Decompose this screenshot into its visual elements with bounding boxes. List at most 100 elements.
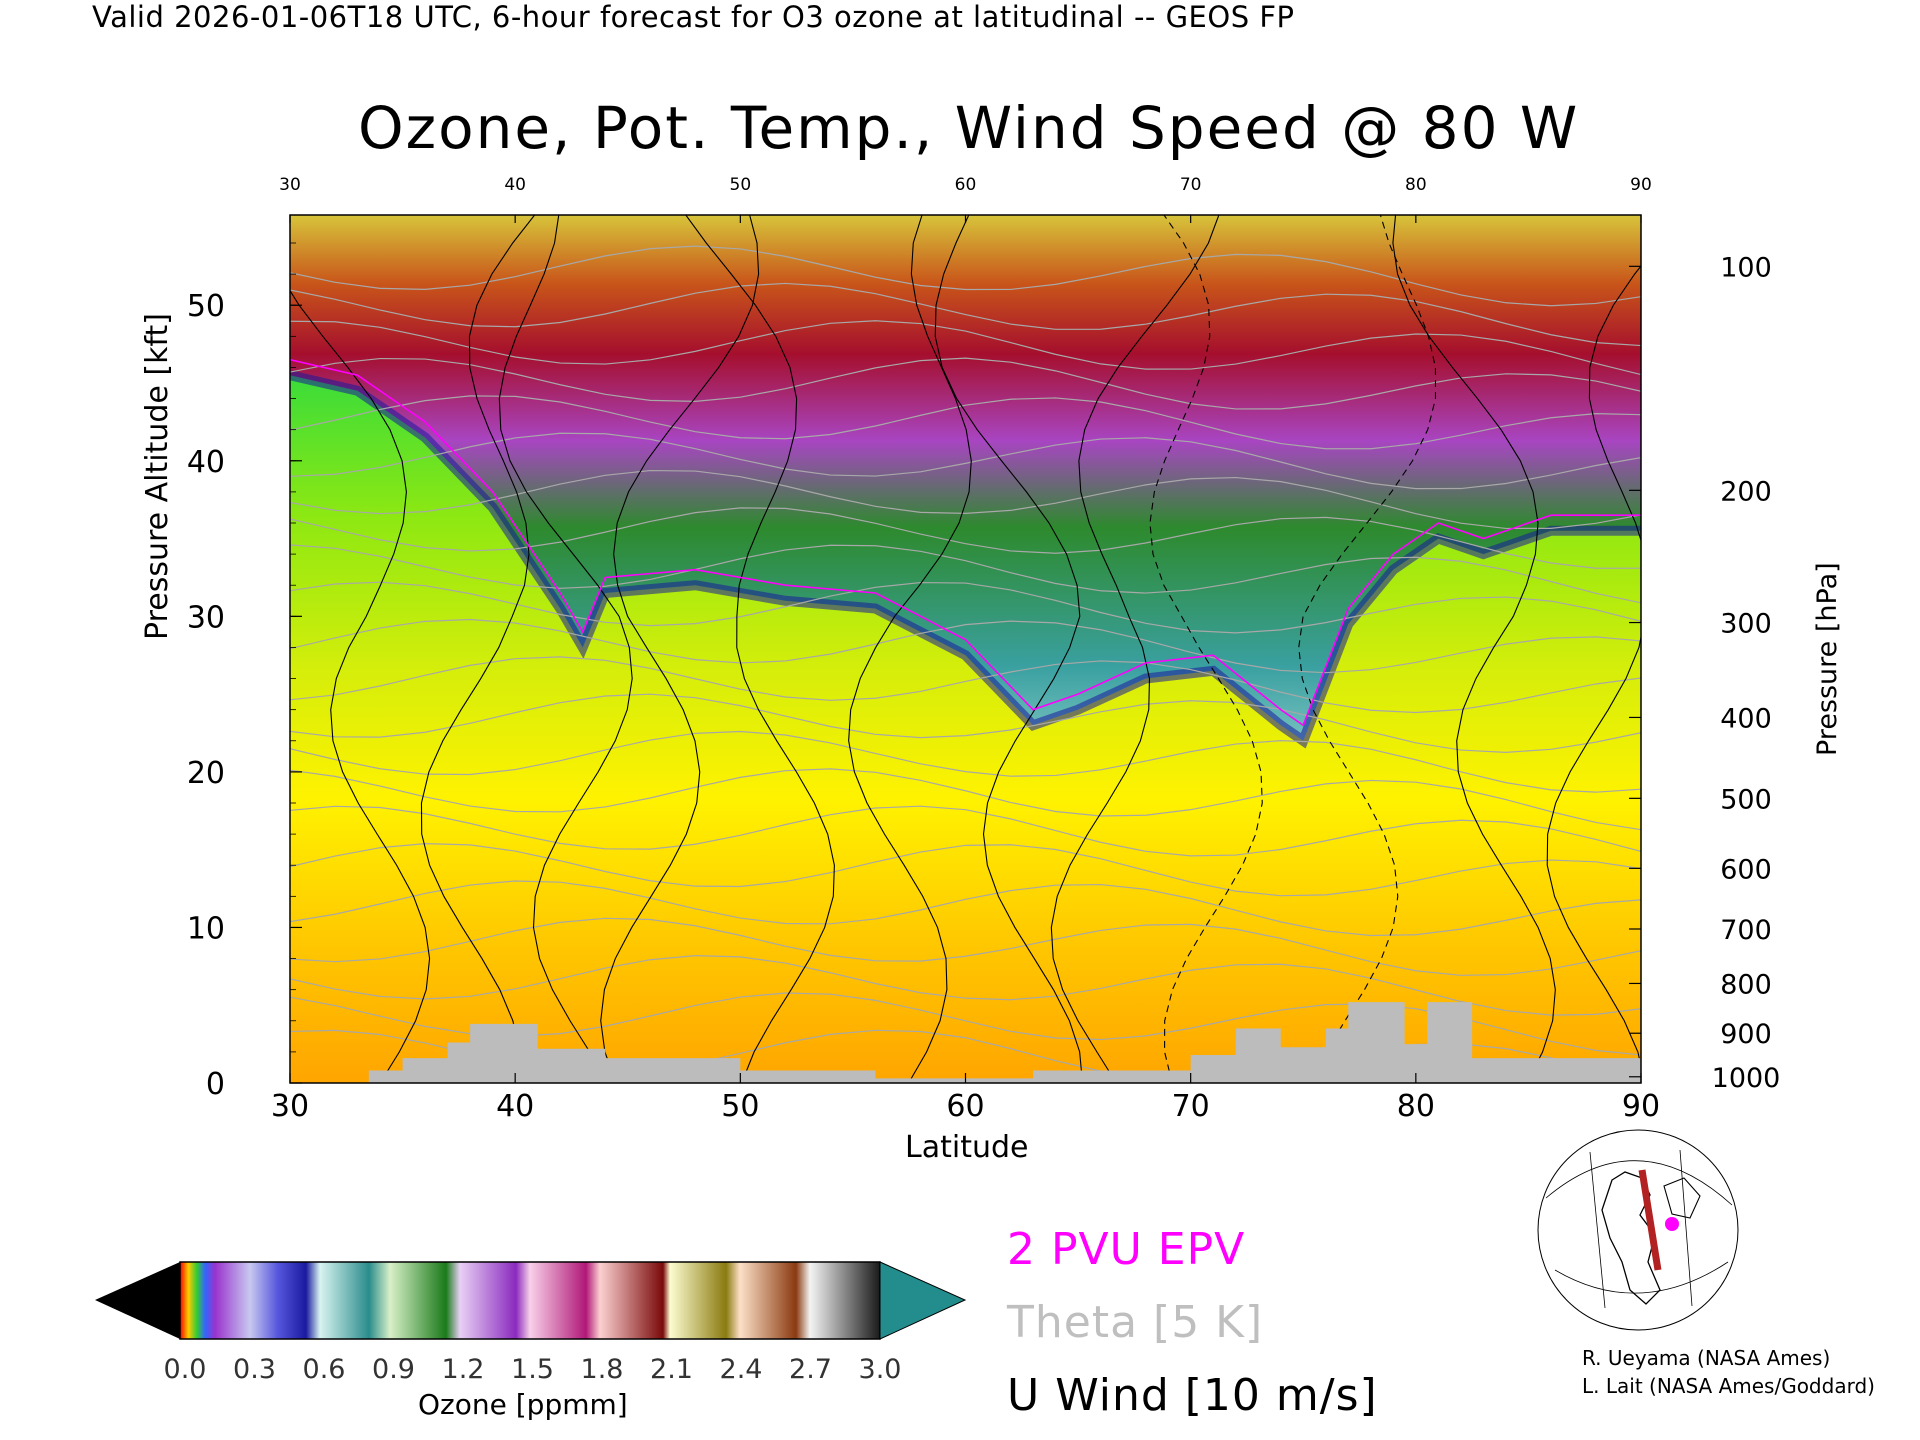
x-tick-label: 60 — [946, 1089, 984, 1124]
colorbar-label: Ozone [ppmm] — [418, 1388, 628, 1421]
x-tick-label: 70 — [1172, 1089, 1210, 1124]
pressure-tick-label: 200 — [1720, 476, 1772, 507]
wind-contour — [420, 215, 536, 1083]
theta-contour — [290, 730, 1641, 793]
x-tick-label: 40 — [496, 1089, 534, 1124]
colorbar-max-arrow — [879, 1261, 967, 1340]
theta-contour — [290, 618, 1641, 674]
pressure-tick-label: 400 — [1720, 703, 1772, 734]
x-top-tick-label: 60 — [955, 175, 977, 195]
credit-line-1: R. Ueyama (NASA Ames) — [1582, 1346, 1831, 1370]
pressure-tick-label: 500 — [1720, 784, 1772, 815]
pressure-tick-label: 900 — [1720, 1019, 1772, 1050]
wind-contour — [600, 215, 760, 1083]
wind-contour — [1050, 215, 1220, 1083]
colorbar-tick-label: 0.9 — [372, 1354, 415, 1385]
wind-contour — [1392, 215, 1556, 1083]
theta-contour — [290, 395, 1641, 450]
pressure-axis-label: Pressure [hPa] — [1812, 562, 1843, 756]
wind-contour — [1546, 265, 1641, 1069]
axes — [289, 215, 1642, 1084]
y-tick-label: 10 — [187, 911, 225, 946]
theta-contour — [290, 320, 1641, 376]
wind-contour — [1298, 215, 1437, 1083]
theta-contour — [290, 768, 1641, 831]
wind-contour — [290, 289, 431, 1083]
x-top-tick-label: 50 — [730, 175, 752, 195]
theta-contour — [290, 581, 1641, 634]
theta-contour — [290, 656, 1641, 714]
colorbar-tick-label: 2.1 — [650, 1354, 693, 1385]
x-tick-label: 80 — [1397, 1089, 1435, 1124]
y-tick-label: 0 — [206, 1067, 225, 1102]
theta-contour — [290, 693, 1641, 753]
epv-2pvu-line — [290, 358, 1641, 727]
theta-contour — [290, 843, 1641, 897]
legend-epv: 2 PVU EPV — [1007, 1224, 1246, 1275]
valid-time-header: Valid 2026-01-06T18 UTC, 6-hour forecast… — [92, 0, 1295, 34]
wind-contours — [290, 215, 1641, 1083]
theta-contour — [290, 805, 1641, 857]
colorbar-tick-label: 0.0 — [164, 1354, 207, 1385]
theta-contour — [290, 880, 1641, 937]
colorbar-ticks: 0.0 0.3 0.6 0.9 1.2 1.5 1.8 2.1 2.4 2.7 3.0 — [164, 1354, 902, 1385]
pressure-tick-label: 700 — [1720, 915, 1772, 946]
wind-contour — [848, 215, 972, 1083]
chart-title: Ozone, Pot. Temp., Wind Speed @ 80 W — [358, 94, 1580, 162]
legend-theta: Theta [5 K] — [1007, 1297, 1264, 1348]
theta-contour — [290, 507, 1641, 569]
theta-contour — [290, 282, 1641, 347]
pressure-tick-label: 1000 — [1712, 1063, 1781, 1094]
x-tick-label: 50 — [721, 1089, 759, 1124]
x-top-tick-label: 40 — [504, 175, 526, 195]
locator-map — [1537, 1129, 1739, 1331]
colorbar-tick-label: 1.5 — [511, 1354, 554, 1385]
colorbar-tick-label: 0.3 — [233, 1354, 276, 1385]
x-top-tick-label: 30 — [279, 175, 301, 195]
colorbar-tick-label: 0.6 — [303, 1354, 346, 1385]
colorbar-min-arrow — [95, 1262, 180, 1339]
theta-contour — [290, 432, 1641, 490]
x-top-tick-label: 80 — [1405, 175, 1427, 195]
wind-contour — [1149, 215, 1263, 1083]
colorbar: 0.0 0.3 0.6 0.9 1.2 1.5 1.8 2.1 2.4 2.7 3.0 — [95, 1261, 967, 1385]
cross-section-path — [1638, 1169, 1662, 1271]
ground-mask — [290, 1002, 1641, 1083]
theta-contour — [290, 544, 1641, 604]
theta-contour — [290, 917, 1641, 976]
legend-uwind: U Wind [10 m/s] — [1007, 1370, 1378, 1421]
ozone-field — [290, 215, 1641, 1083]
colorbar-tick-label: 1.2 — [442, 1354, 485, 1385]
y-tick-label: 50 — [187, 289, 225, 324]
x-top-tick-label: 90 — [1630, 175, 1652, 195]
map-marker — [1665, 1217, 1679, 1231]
pressure-tick-label: 800 — [1720, 969, 1772, 1000]
x-tick-label: 90 — [1622, 1089, 1660, 1124]
y-tick-label: 30 — [187, 600, 225, 635]
credit-line-2: L. Lait (NASA Ames/Goddard) — [1582, 1374, 1875, 1398]
colorbar-scale — [179, 1261, 881, 1340]
pressure-tick-label: 300 — [1720, 609, 1772, 640]
colorbar-tick-label: 3.0 — [859, 1354, 902, 1385]
y-tick-label: 40 — [187, 445, 225, 480]
theta-contour — [290, 955, 1641, 1016]
wind-contour — [685, 215, 835, 1083]
colorbar-tick-label: 2.4 — [720, 1354, 763, 1385]
y-tick-label: 20 — [187, 756, 225, 791]
pressure-tick-label: 600 — [1720, 854, 1772, 885]
wind-contour — [934, 215, 1084, 1083]
theta-contour — [290, 469, 1641, 530]
theta-contour — [290, 357, 1641, 410]
colorbar-tick-label: 1.8 — [581, 1354, 624, 1385]
wind-contour — [498, 215, 633, 1083]
x-top-tick-label: 70 — [1180, 175, 1202, 195]
colorbar-tick-label: 2.7 — [789, 1354, 832, 1385]
x-tick-label: 30 — [271, 1089, 309, 1124]
theta-contour — [290, 245, 1641, 307]
x-axis-label: Latitude — [905, 1130, 1029, 1165]
troposphere-area — [290, 375, 1641, 1083]
y-axis-label: Pressure Altitude [kft] — [140, 313, 175, 640]
pressure-tick-label: 100 — [1720, 252, 1772, 283]
